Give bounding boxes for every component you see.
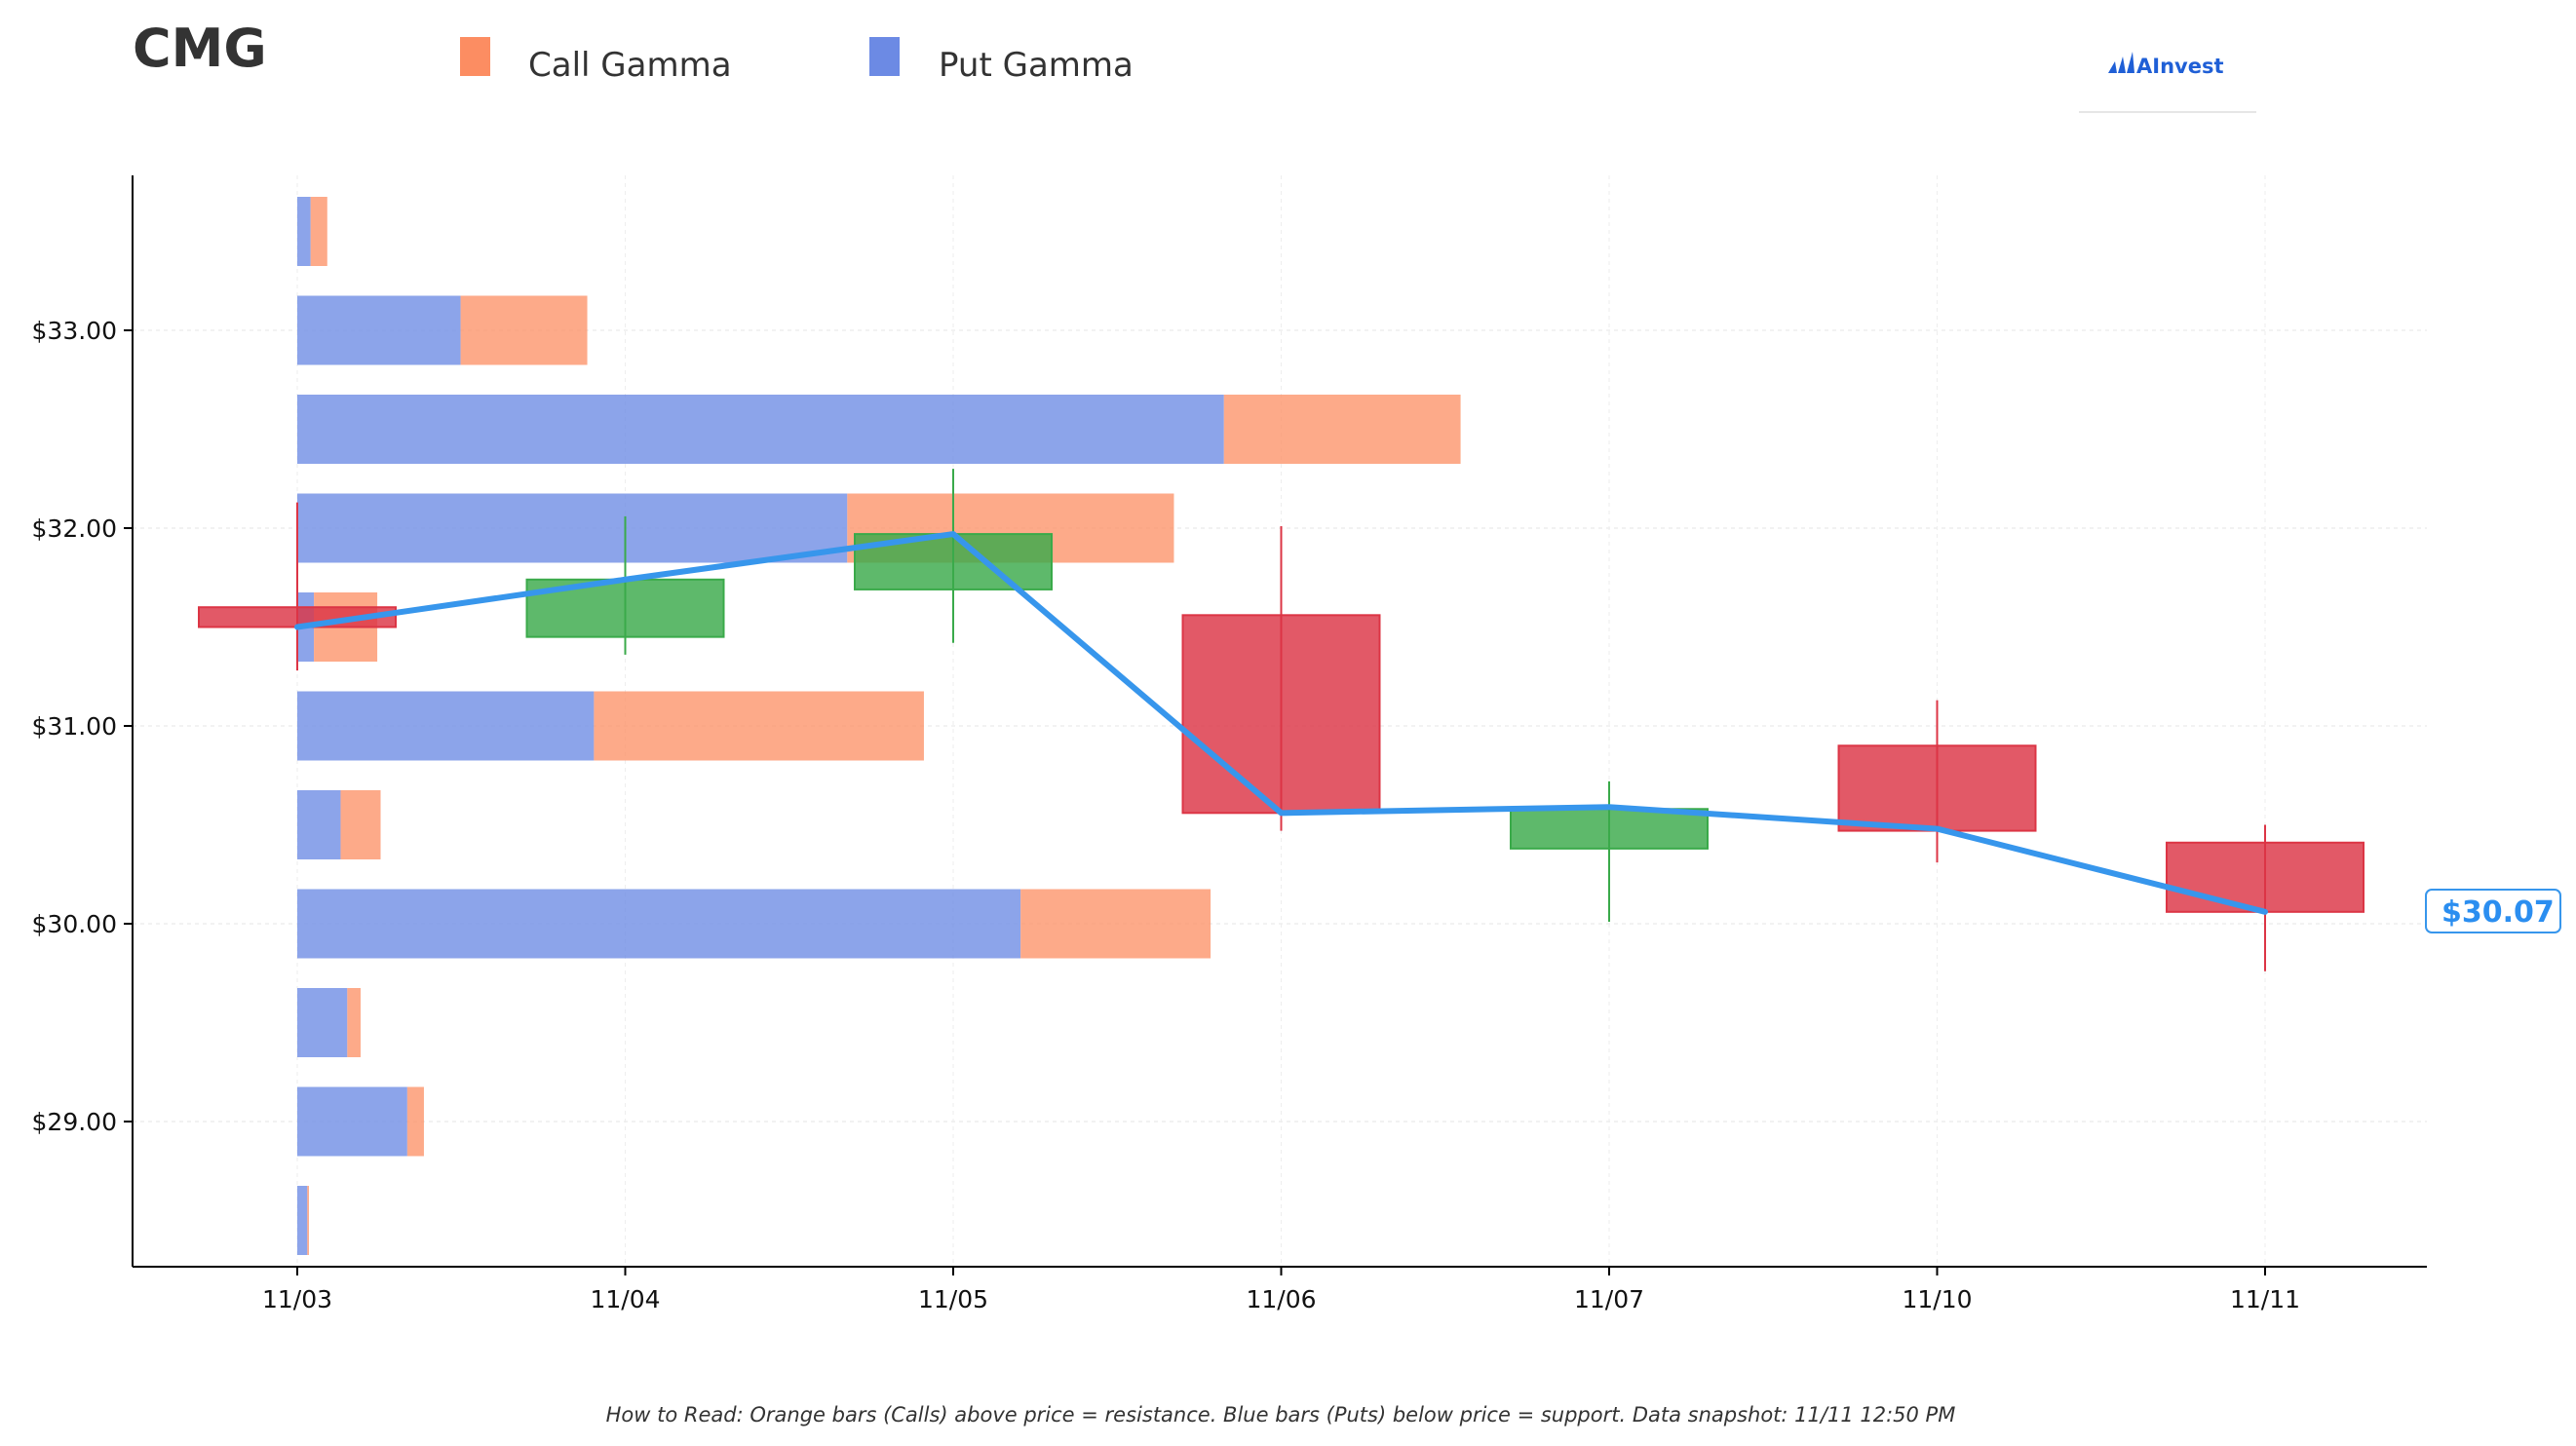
candle-body	[1510, 808, 1709, 850]
x-tick-label: 11/03	[262, 1285, 332, 1313]
candle-body	[2166, 841, 2365, 913]
call-gamma-bar	[307, 1186, 309, 1255]
x-tick-label: 11/07	[1574, 1285, 1644, 1313]
put-gamma-bar	[297, 691, 595, 761]
put-gamma-bar	[297, 395, 1224, 464]
legend-call-swatch	[460, 37, 490, 76]
put-gamma-bar	[297, 1086, 407, 1157]
price-line-path	[294, 531, 2268, 915]
x-tick-label: 11/11	[2230, 1285, 2300, 1313]
candle-body	[1181, 614, 1381, 815]
brand-logo-icon	[2108, 52, 2134, 73]
call-gamma-bar	[460, 295, 588, 365]
price-label-text: $30.07	[2441, 895, 2555, 930]
axes	[132, 175, 2427, 1268]
call-gamma-bar	[310, 197, 327, 266]
price-label-box	[2425, 889, 2561, 933]
put-gamma-bar	[297, 790, 341, 859]
call-gamma-bar	[1223, 395, 1461, 464]
y-tick-label: $33.00	[32, 317, 117, 345]
x-ticks: 11/03 11/04 11/05 11/06 11/07 11/10 11/11	[262, 1267, 2300, 1313]
put-gamma-bar	[297, 889, 1021, 959]
put-gamma-bar	[297, 1186, 308, 1255]
y-tick-label: $31.00	[32, 712, 117, 741]
brand-logo: AInvest	[2079, 52, 2256, 113]
legend-call-label: Call Gamma	[528, 46, 732, 85]
y-tick-label: $30.00	[32, 910, 117, 938]
y-tick-label: $32.00	[32, 514, 117, 543]
price-label: $30.07	[2425, 889, 2561, 933]
price-line	[294, 531, 2268, 915]
candle-body	[1837, 744, 2037, 832]
y-ticks: $29.00 $30.00 $31.00 $32.00 $33.00	[32, 317, 133, 1136]
call-gamma-bar	[340, 790, 381, 859]
put-gamma-bar	[297, 493, 848, 563]
call-gamma-bar	[347, 988, 361, 1057]
put-gamma-bar	[297, 988, 348, 1057]
x-tick-label: 11/10	[1902, 1285, 1972, 1313]
legend-put-label: Put Gamma	[939, 46, 1134, 85]
x-tick-label: 11/06	[1246, 1285, 1316, 1313]
gamma-bars	[297, 197, 1461, 1255]
call-gamma-bar	[406, 1086, 424, 1157]
legend: Call Gamma Put Gamma	[460, 37, 1134, 85]
x-tick-label: 11/04	[590, 1285, 660, 1313]
call-gamma-bar	[1020, 889, 1211, 959]
legend-put-swatch	[869, 37, 900, 76]
footer-note: How to Read: Orange bars (Calls) above p…	[606, 1403, 1956, 1427]
chart-title: CMG	[133, 18, 267, 79]
put-gamma-bar	[297, 295, 461, 365]
candles	[198, 469, 2365, 971]
y-tick-label: $29.00	[32, 1108, 117, 1136]
put-gamma-bar	[297, 197, 311, 266]
brand-name: AInvest	[2136, 55, 2224, 78]
call-gamma-bar	[594, 691, 924, 761]
x-tick-label: 11/05	[918, 1285, 988, 1313]
